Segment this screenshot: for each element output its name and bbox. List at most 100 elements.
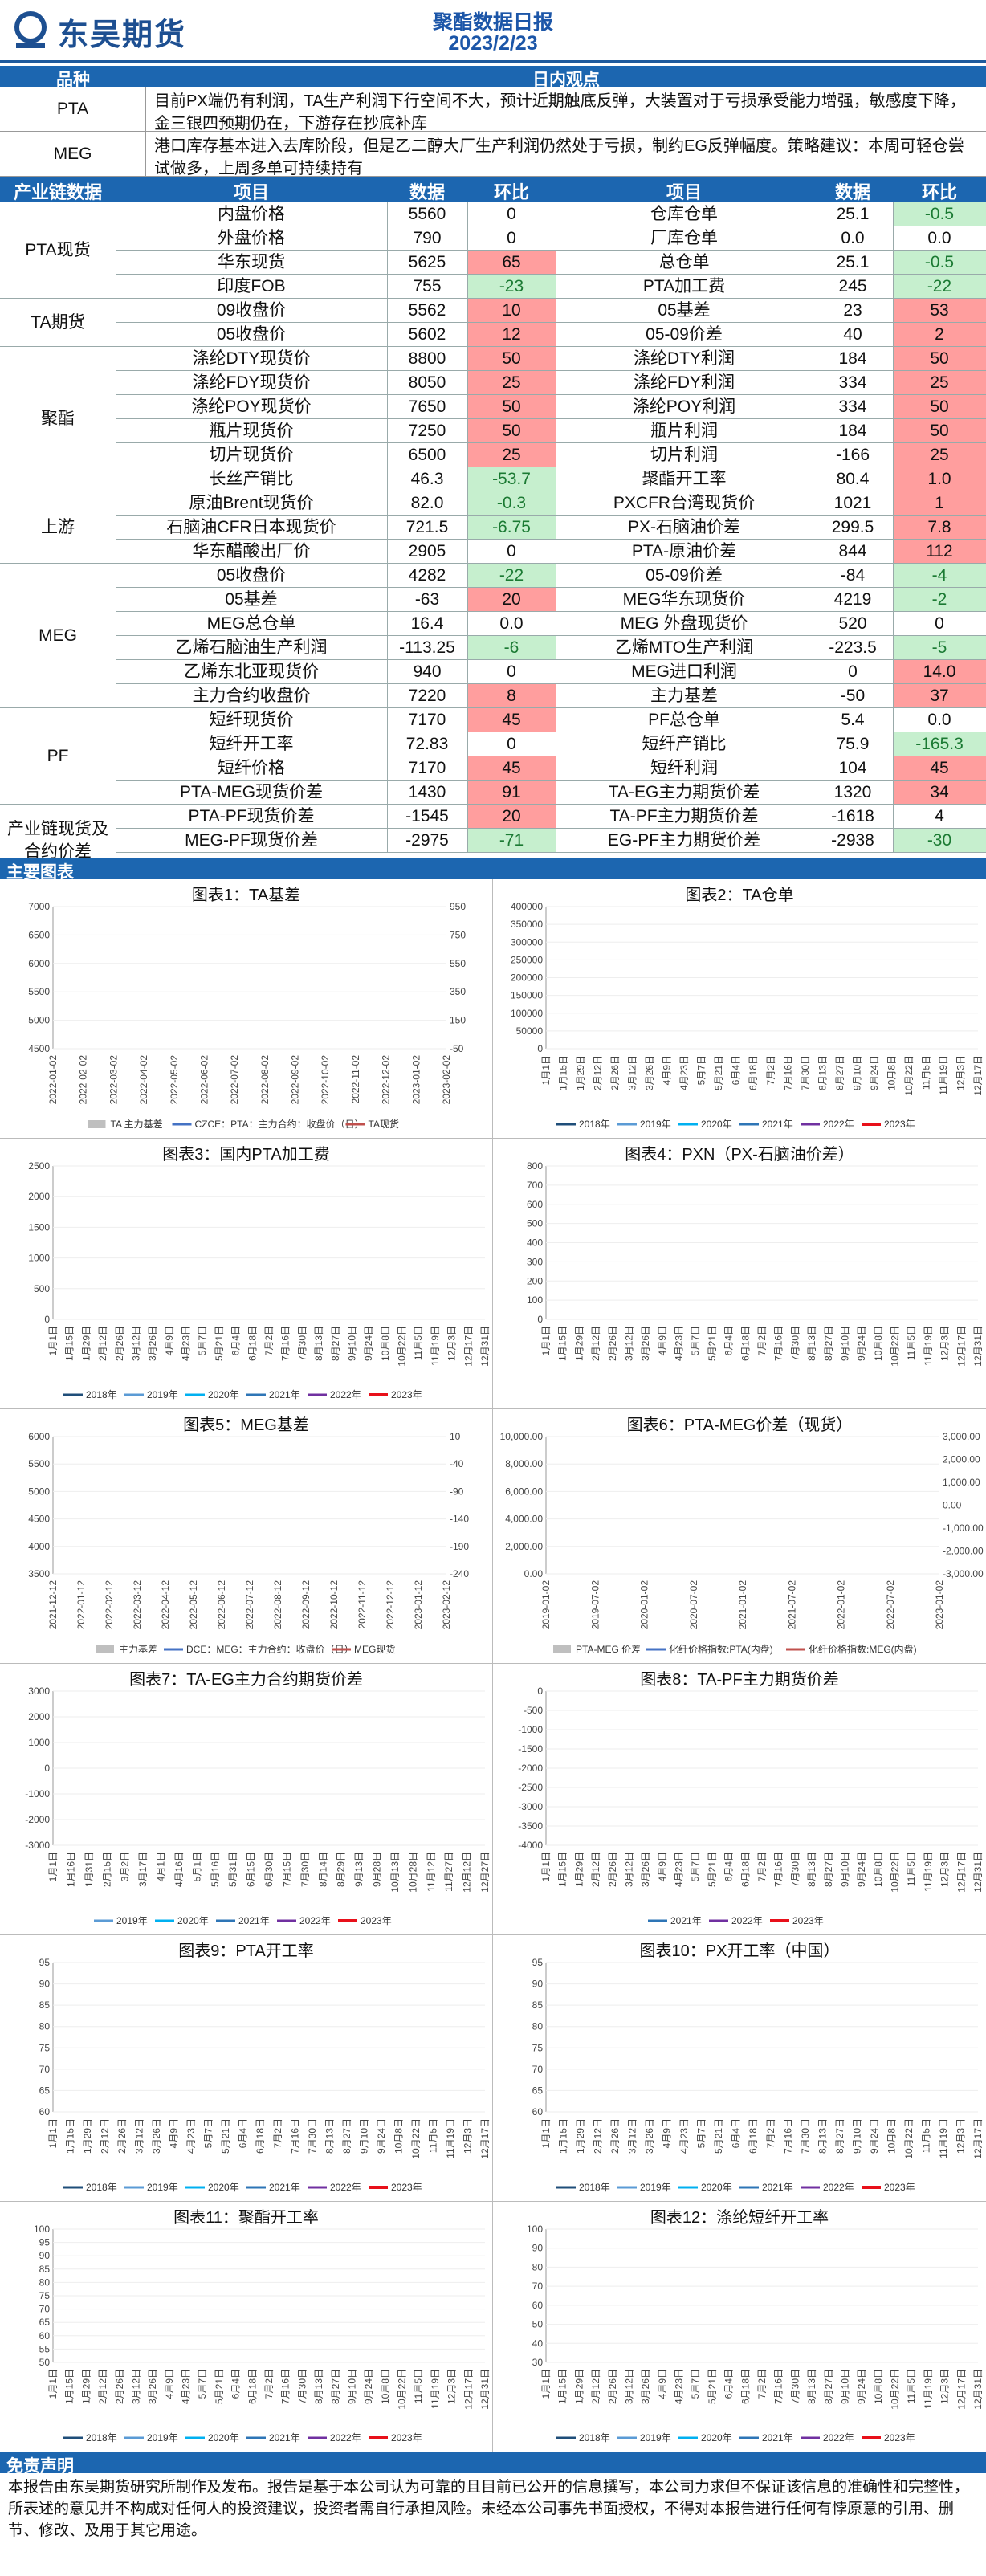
x-tick-label: 6月18日	[748, 2118, 759, 2154]
x-tick-label: 1月15日	[558, 2118, 569, 2154]
x-tick-label: 8月13日	[817, 1055, 828, 1090]
x-tick-label: 2023-02-12	[441, 1580, 452, 1630]
y-tick-label: 150000	[511, 990, 543, 1001]
x-tick-label: 10月8日	[873, 1852, 884, 1887]
y-tick-label: 2,000.00	[505, 1541, 543, 1552]
x-tick-label: 12月3日	[446, 1326, 458, 1361]
x-tick-label: 6月4日	[238, 2118, 249, 2148]
row-divider	[116, 563, 986, 564]
item-label: 仓库仓单	[650, 205, 718, 223]
x-tick-label: 2022-09-12	[300, 1580, 312, 1630]
legend-label: 2023年	[884, 1119, 915, 1130]
x-tick-label: 1月15日	[557, 1852, 568, 1887]
item-label: 短纤价格	[218, 759, 285, 777]
item-label: PTA-PF现货价差	[188, 807, 315, 825]
item-label: 聚酯开工率	[642, 470, 727, 488]
y2-tick-label: 750	[450, 929, 466, 940]
item-value: 16.4	[410, 614, 444, 633]
y-tick-label: -4000	[518, 1840, 543, 1851]
y-tick-label: 90	[39, 2250, 51, 2261]
legend-label: 2022年	[330, 2432, 361, 2444]
x-tick-label: 5月21日	[713, 2118, 724, 2154]
x-tick-label: 2月12日	[100, 2118, 111, 2154]
x-tick-label: 3月26日	[147, 1326, 158, 1361]
charts-section-title: 主要图表	[6, 863, 74, 882]
item-change: -53.7	[467, 467, 556, 491]
chart-panel: 图表7：TA-EG主力合约期货价差 3000 2000 1000 0 -1000 -2000…	[0, 1664, 493, 1935]
x-tick-label: 4月23日	[678, 1055, 690, 1090]
x-tick-label: 5月7日	[690, 2369, 701, 2399]
x-tick-label: 10月22日	[410, 2118, 422, 2159]
y-tick-label: 95	[39, 2237, 51, 2248]
x-tick-label: 1月31日	[84, 1852, 95, 1887]
x-tick-label: 9月24日	[869, 1055, 880, 1090]
item-change: 53	[893, 299, 986, 323]
item-change: 20	[467, 588, 556, 612]
x-tick-label: 2022-03-12	[132, 1580, 143, 1630]
y-tick-label: 250000	[511, 954, 543, 965]
category-label: 聚酯	[41, 410, 75, 428]
chart-title: 图表10：PX开工率（中国）	[639, 1942, 840, 1960]
item-change: 45	[467, 756, 556, 781]
x-tick-label: 2022-11-12	[357, 1580, 368, 1629]
y-tick-label: 55	[39, 2343, 51, 2354]
item-label: 乙烯MTO生产利润	[614, 638, 754, 657]
x-tick-label: 3月26日	[640, 2369, 651, 2404]
item-value: 7220	[408, 687, 446, 705]
x-tick-label: 8月13日	[324, 2118, 335, 2154]
x-tick-label: 12月31日	[972, 1852, 984, 1893]
y-tick-label: 75	[532, 2042, 544, 2053]
x-tick-label: 6月30日	[263, 1852, 275, 1887]
item-value: 5560	[408, 205, 446, 223]
item-change: 45	[893, 756, 986, 781]
x-tick-label: 11月5日	[413, 1326, 424, 1360]
views-header-category: 品种	[56, 71, 90, 89]
item-change: 4	[935, 807, 944, 825]
x-tick-label: 2月26日	[114, 2369, 125, 2404]
item-change: -5	[893, 636, 986, 660]
x-tick-label: 7月2日	[756, 1852, 768, 1881]
item-label: PF总仓单	[648, 711, 720, 729]
chart-panel: 图表9：PTA开工率 95 90 85 80 75 70 65 60 1月1日 1月15日 1月29日…	[0, 1935, 493, 2202]
x-tick-label: 7月16日	[773, 1326, 784, 1361]
legend-label: 2020年	[208, 2182, 239, 2193]
x-tick-label: 7月30日	[789, 2369, 801, 2404]
x-tick-label: 2月12日	[593, 1055, 604, 1090]
x-tick-label: 1月1日	[540, 1055, 552, 1085]
item-value: -1618	[831, 807, 874, 825]
x-tick-label: 4月23日	[678, 2118, 690, 2154]
x-tick-label: 7月16日	[773, 1852, 784, 1887]
item-change: 25	[467, 443, 556, 467]
x-tick-label: 12月3日	[462, 2118, 473, 2154]
y-tick-label: 500	[527, 1218, 543, 1229]
chart-title: 图表3：国内PTA加工费	[162, 1146, 330, 1164]
x-tick-label: 4月23日	[674, 2369, 685, 2404]
x-tick-label: 1月1日	[540, 2369, 552, 2399]
item-value: 299.5	[831, 518, 874, 536]
item-value: 104	[838, 759, 867, 777]
row-divider	[116, 394, 986, 395]
y-tick-label: 10,000.00	[500, 1431, 544, 1442]
item-value: 940	[413, 662, 442, 681]
x-tick-label: 11月19日	[430, 1326, 441, 1366]
x-tick-label: 12月3日	[446, 2369, 458, 2404]
legend-label: 2019年	[147, 2432, 178, 2444]
x-tick-label: 12月17日	[955, 2369, 967, 2410]
x-tick-label: 2022-10-12	[328, 1580, 340, 1630]
item-value: 6500	[408, 446, 446, 464]
y-tick-label: 6000	[28, 958, 50, 969]
row-divider	[116, 635, 986, 636]
y-tick-label: -3000	[25, 1840, 50, 1851]
item-change: 45	[467, 708, 556, 732]
y-tick-label: 2000	[28, 1191, 50, 1202]
x-tick-label: 4月9日	[662, 1055, 673, 1085]
x-tick-label: 3月26日	[147, 2369, 158, 2404]
item-change: 0.0	[927, 229, 951, 247]
x-tick-label: 12月17日	[462, 1326, 474, 1367]
chart-svg: 0 -500 -1000 -1500 -2000 -2500 -3000 -3500 -4000…	[518, 1685, 984, 1926]
legend-label: 2018年	[86, 2182, 117, 2193]
column-divider	[387, 202, 388, 853]
x-tick-label: 11月19日	[938, 2118, 949, 2158]
item-change: 50	[893, 347, 986, 371]
